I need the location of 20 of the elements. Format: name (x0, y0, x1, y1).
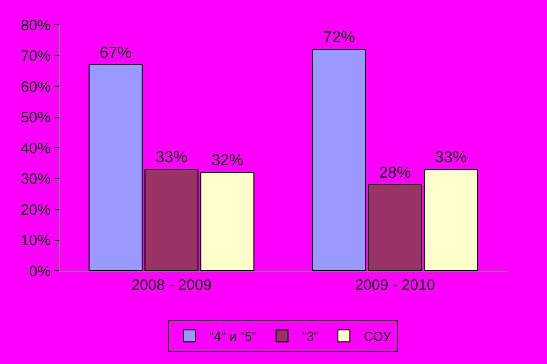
data-label: 32% (212, 152, 244, 170)
y-tick-label: 80% (20, 17, 51, 34)
y-tick-label: 20% (20, 202, 51, 219)
y-tick-label: 50% (20, 110, 51, 126)
data-label: 33% (435, 150, 468, 167)
x-tick-label: 2009 - 2010 (355, 277, 436, 294)
data-label: 67% (100, 44, 132, 62)
data-label: 33% (156, 150, 188, 167)
data-label: 72% (323, 30, 356, 47)
legend-label: "3" (302, 329, 320, 344)
y-tick-label: 60% (20, 78, 51, 96)
y-tick-label: 70% (20, 48, 51, 65)
legend-label: СОУ (364, 329, 392, 344)
y-tick-label: 10% (20, 232, 51, 250)
y-tick-label: 30% (20, 171, 51, 188)
data-label: 28% (379, 164, 412, 182)
x-tick-label: 2008 - 2009 (132, 277, 212, 294)
y-tick-label: 40% (20, 140, 51, 158)
legend-label: "4" и "5" (210, 329, 258, 344)
y-tick-label: 0% (29, 263, 51, 280)
